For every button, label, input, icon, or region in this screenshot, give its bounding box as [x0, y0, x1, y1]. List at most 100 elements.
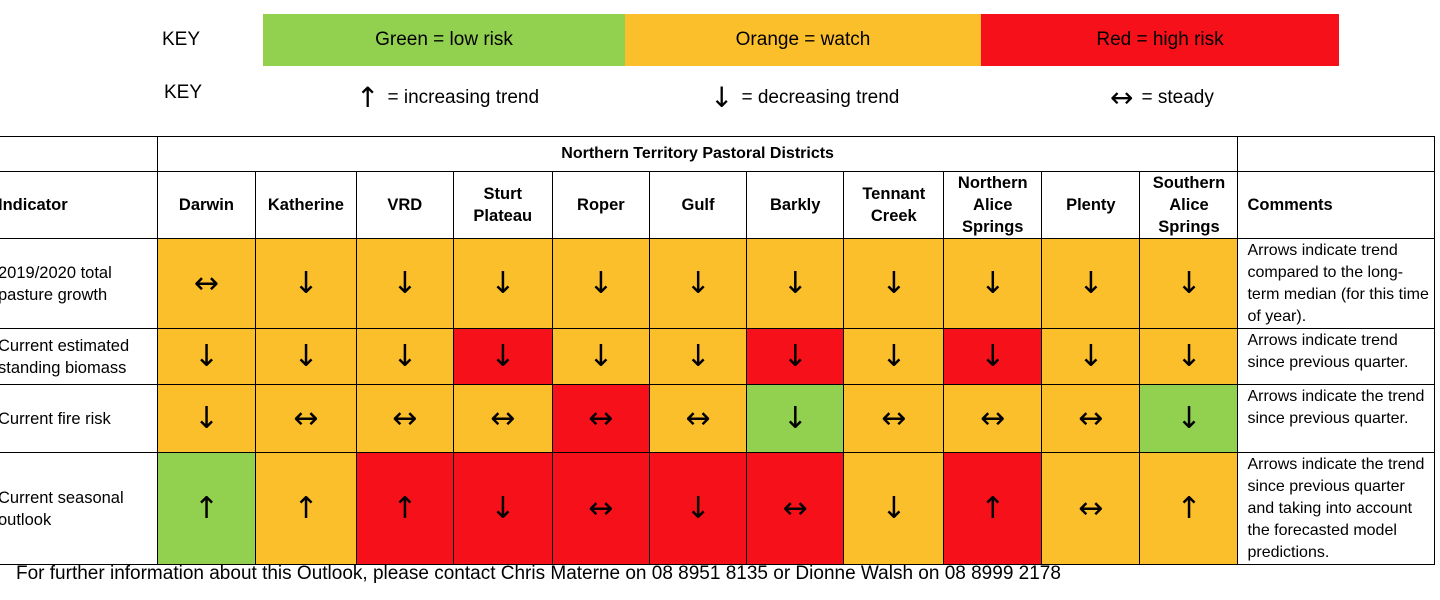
district-header: Northern Alice Springs	[943, 171, 1043, 239]
arrow-left-right-icon: ↔	[685, 401, 711, 436]
trend-cell: ↓	[943, 328, 1043, 385]
trend-cell: ↑	[943, 452, 1043, 565]
arrow-left-right-icon: ↔	[193, 266, 219, 301]
indicator-row: Current seasonal outlook ↑ ↑ ↑ ↓ ↔ ↓ ↔ ↓ ↑ ↔ ↑ Arrow…	[0, 452, 1435, 565]
arrow-left-right-icon: ↔	[1078, 401, 1104, 436]
trend-cell: ↓	[355, 238, 454, 329]
trend-cell: ↔	[355, 384, 454, 453]
arrow-down-icon: ↓	[588, 266, 614, 301]
arrow-down-icon: ↓	[710, 81, 734, 114]
arrow-down-icon: ↓	[1078, 266, 1104, 301]
arrow-down-icon: ↓	[193, 401, 219, 436]
trend-cell: ↓	[746, 238, 845, 329]
trend-cell: ↔	[551, 452, 651, 565]
arrow-down-icon: ↓	[881, 339, 907, 374]
arrow-down-icon: ↓	[193, 339, 219, 374]
district-header: Gulf	[648, 171, 748, 239]
trend-cell: ↓	[452, 328, 553, 385]
trend-cell: ↓	[452, 238, 553, 329]
risk-colour-key: KEY Green = low risk Orange = watch Red …	[0, 14, 1440, 66]
arrow-down-icon: ↓	[1078, 339, 1104, 374]
indicator-label: 2019/2020 total pasture growth	[0, 238, 158, 329]
decreasing-trend-key: ↓ = decreasing trend	[710, 78, 899, 118]
trend-cell: ↓	[1139, 384, 1239, 453]
trend-cell: ↓	[255, 328, 357, 385]
trend-cell: ↓	[843, 328, 945, 385]
arrow-down-icon: ↓	[881, 266, 907, 301]
arrow-left-right-icon: ↔	[392, 401, 418, 436]
trend-cell: ↓	[746, 328, 845, 385]
trend-cell: ↓	[551, 328, 651, 385]
trend-cell: ↔	[156, 238, 257, 329]
district-header: Katherine	[255, 171, 357, 239]
trend-cell: ↓	[1041, 328, 1141, 385]
arrow-down-icon: ↓	[782, 339, 808, 374]
trend-cell: ↔	[648, 384, 748, 453]
district-header: VRD	[355, 171, 454, 239]
arrow-left-right-icon: ↔	[1110, 81, 1134, 114]
blank-header-cell	[0, 136, 158, 172]
steady-trend-label: = steady	[1141, 87, 1214, 108]
arrow-down-icon: ↓	[1176, 401, 1202, 436]
arrow-left-right-icon: ↔	[588, 491, 614, 526]
arrow-left-right-icon: ↔	[293, 401, 319, 436]
key-green-low-risk: Green = low risk	[263, 14, 625, 66]
trend-cell: ↓	[843, 238, 945, 329]
arrow-up-icon: ↑	[193, 491, 219, 526]
trend-cell: ↔	[255, 384, 357, 453]
trend-cell: ↓	[1139, 328, 1239, 385]
trend-cell: ↔	[843, 384, 945, 453]
trend-cell: ↔	[1041, 384, 1141, 453]
trend-cell: ↓	[156, 328, 257, 385]
indicator-column-header: Indicator	[0, 171, 158, 239]
arrow-down-icon: ↓	[782, 266, 808, 301]
indicator-label: Current fire risk	[0, 384, 158, 453]
arrow-down-icon: ↓	[1176, 266, 1202, 301]
trend-cell: ↔	[746, 452, 845, 565]
trend-cell: ↓	[648, 238, 748, 329]
trend-cell: ↔	[551, 384, 651, 453]
indicator-label: Current seasonal outlook	[0, 452, 158, 565]
steady-trend-key: ↔ = steady	[1110, 78, 1214, 118]
arrow-down-icon: ↓	[490, 491, 516, 526]
trend-cell: ↓	[648, 452, 748, 565]
arrow-down-icon: ↓	[685, 491, 711, 526]
arrow-down-icon: ↓	[685, 339, 711, 374]
district-header: Tennant Creek	[843, 171, 945, 239]
comment-cell: Arrows indicate trend compared to the lo…	[1237, 238, 1435, 329]
arrow-down-icon: ↓	[588, 339, 614, 374]
key-orange-watch: Orange = watch	[625, 14, 981, 66]
district-group-header: Northern Territory Pastoral Districts	[156, 136, 1239, 172]
comments-column-header: Comments	[1237, 171, 1435, 239]
trend-cell: ↓	[156, 384, 257, 453]
arrow-down-icon: ↓	[490, 339, 516, 374]
trend-cell: ↑	[355, 452, 454, 565]
increasing-trend-key: ↑ = increasing trend	[356, 78, 539, 118]
trend-cell: ↑	[255, 452, 357, 565]
trend-cell: ↓	[843, 452, 945, 565]
trend-cell: ↓	[551, 238, 651, 329]
arrow-left-right-icon: ↔	[782, 491, 808, 526]
arrow-left-right-icon: ↔	[1078, 491, 1104, 526]
indicator-row: Current estimated standing biomass ↓ ↓ ↓ ↓ ↓ ↓…	[0, 328, 1435, 385]
arrow-down-icon: ↓	[980, 266, 1006, 301]
blank-header-cell	[1237, 136, 1435, 172]
indicator-row: 2019/2020 total pasture growth ↔ ↓ ↓ ↓ ↓ ↓ ↓ ↓ ↓ ↓…	[0, 238, 1435, 329]
pastoral-districts-table: Northern Territory Pastoral Districts In…	[0, 136, 1435, 565]
arrow-up-icon: ↑	[293, 491, 319, 526]
trend-cell: ↓	[1041, 238, 1141, 329]
comment-cell: Arrows indicate trend since previous qua…	[1237, 328, 1435, 385]
district-header: Plenty	[1041, 171, 1141, 239]
trend-cell: ↓	[943, 238, 1043, 329]
trend-cell: ↔	[1041, 452, 1141, 565]
trend-cell: ↓	[1139, 238, 1239, 329]
arrow-left-right-icon: ↔	[980, 401, 1006, 436]
trend-cell: ↓	[452, 452, 553, 565]
trend-cell: ↓	[746, 384, 845, 453]
increasing-trend-label: = increasing trend	[387, 87, 540, 108]
trend-cell: ↓	[255, 238, 357, 329]
trend-cell: ↑	[156, 452, 257, 565]
arrow-up-icon: ↑	[1176, 491, 1202, 526]
arrow-down-icon: ↓	[392, 339, 418, 374]
contact-footer: For further information about this Outlo…	[16, 563, 1061, 584]
